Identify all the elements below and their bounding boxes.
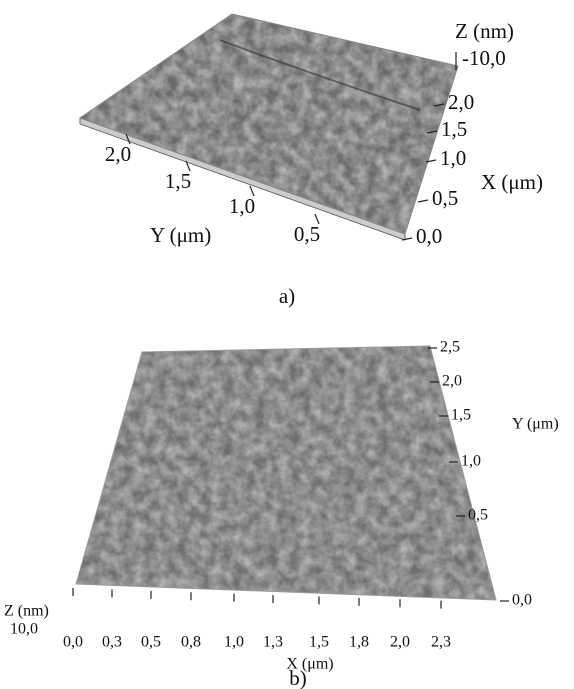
- tick: [401, 237, 413, 241]
- tick: [425, 159, 437, 163]
- y-tick-label: 1,5: [165, 169, 191, 193]
- x-tick-label: 1,0: [224, 634, 244, 651]
- x-tick-label: 1,3: [263, 634, 283, 651]
- y-tick-label: 2,0: [105, 142, 131, 166]
- z-tick-label: 10,0: [10, 621, 38, 638]
- x-tick-label: 0,0: [416, 224, 442, 248]
- y-axis-label: Y (μm): [512, 416, 559, 433]
- x-tick-label: 2,0: [448, 90, 474, 114]
- y-tick-label: 0,0: [512, 592, 532, 609]
- tick: [185, 160, 191, 172]
- x-tick-label: 0,5: [432, 186, 458, 210]
- surface-texture: [76, 346, 496, 600]
- labels: Z (nm) -10,0 2,0 1,5 1,0 0,5 0,0 X (μm) 2,0 1,5 1,…: [4, 19, 559, 689]
- x-tick-label: 1,5: [441, 117, 467, 141]
- tick: [433, 103, 445, 107]
- x-tick-label: 0,0: [63, 634, 83, 651]
- surface-outline: [75, 345, 497, 601]
- x-tick-label: 0,8: [181, 634, 201, 651]
- tick: [125, 133, 131, 145]
- y-tick-label: 1,0: [229, 194, 255, 218]
- y-tick-label: 1,5: [451, 407, 471, 424]
- surface-texture: [80, 14, 458, 234]
- tick: [249, 185, 255, 197]
- x-axis-label: X (μm): [286, 656, 333, 673]
- z-tick-label: -10,0: [462, 46, 506, 70]
- y-tick-label: 2,0: [442, 373, 462, 390]
- tick: [417, 199, 429, 203]
- x-tick-label: 0,5: [141, 634, 161, 651]
- tick: [314, 213, 320, 225]
- y-axis-label: Y (μm): [150, 223, 211, 247]
- x-tick-label: 2,0: [390, 634, 410, 651]
- surface-outline: [78, 13, 459, 235]
- caption: b): [289, 666, 307, 689]
- x-tick-label: 1,8: [349, 634, 369, 651]
- tick: [426, 130, 438, 134]
- x-tick-label: 1,0: [440, 146, 466, 170]
- y-tick-label: 2,5: [440, 339, 460, 356]
- z-axis-label: Z (nm): [4, 603, 49, 620]
- z-axis-label: Z (nm): [455, 19, 514, 43]
- x-tick-label: 1,5: [309, 634, 329, 651]
- caption: a): [279, 284, 295, 308]
- y-tick-label: 1,0: [461, 453, 481, 470]
- x-tick-label: 2,3: [431, 634, 451, 651]
- surface-feature: [219, 39, 421, 111]
- x-axis-label: X (μm): [481, 170, 543, 194]
- y-tick-label: 0,5: [294, 222, 320, 246]
- x-tick-label: 0,3: [102, 634, 122, 651]
- y-tick-label: 0,5: [468, 507, 488, 524]
